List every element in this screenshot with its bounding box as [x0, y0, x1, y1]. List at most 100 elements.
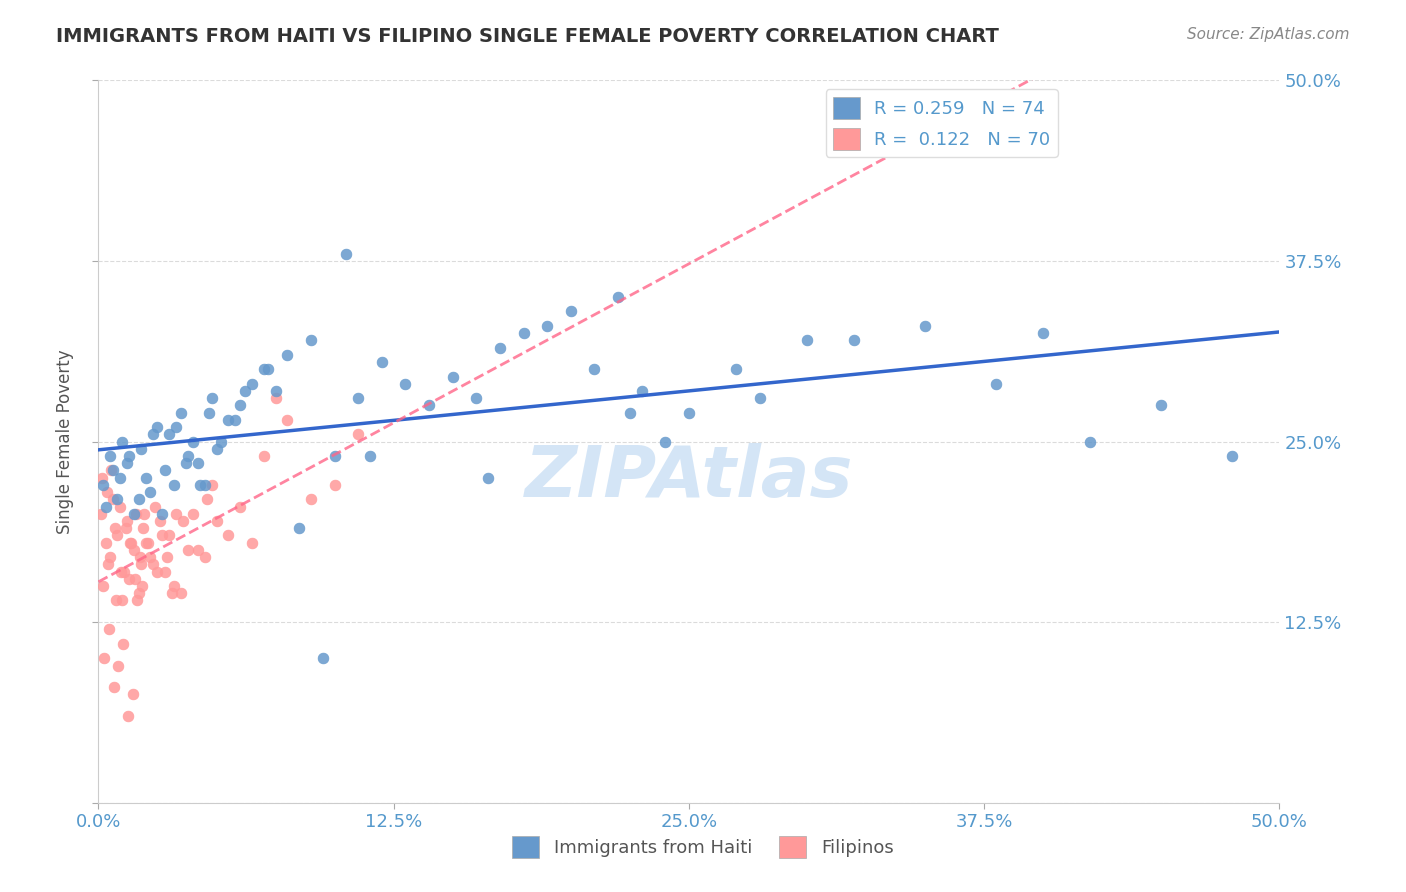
Point [276, 348, 298, 362]
Point [139, 550, 162, 565]
Point [128, 492, 150, 507]
Point [163, 579, 186, 593]
Point [146, 420, 169, 434]
Point [142, 427, 165, 442]
Point [217, 528, 239, 542]
Point [229, 500, 252, 514]
Point [678, 406, 700, 420]
Point [299, 334, 322, 348]
Point [117, 709, 139, 723]
Point [371, 355, 394, 369]
Point [170, 406, 193, 420]
Point [104, 521, 127, 535]
Point [156, 550, 179, 565]
Point [136, 535, 159, 549]
Point [90, 507, 112, 521]
Point [150, 528, 173, 542]
Point [465, 391, 488, 405]
Point [139, 485, 162, 500]
Point [129, 558, 152, 572]
Point [240, 535, 263, 549]
Point [131, 579, 153, 593]
Point [127, 593, 149, 607]
Point [489, 341, 512, 355]
Point [748, 391, 770, 405]
Point [118, 449, 141, 463]
Point [165, 420, 187, 434]
Point [174, 456, 197, 470]
Point [105, 593, 128, 607]
Point [181, 507, 204, 521]
Point [128, 586, 150, 600]
Point [1032, 326, 1054, 341]
Point [276, 413, 298, 427]
Point [112, 637, 135, 651]
Point [264, 391, 287, 405]
Point [124, 572, 146, 586]
Point [105, 492, 128, 507]
Point [160, 586, 183, 600]
Point [100, 463, 122, 477]
Point [121, 535, 143, 549]
Point [229, 398, 252, 412]
Point [91, 478, 114, 492]
Point [112, 565, 135, 579]
Point [177, 542, 200, 557]
Point [157, 528, 180, 542]
Point [125, 507, 148, 521]
Point [264, 384, 287, 398]
Point [146, 565, 169, 579]
Point [96, 485, 118, 500]
Point [93, 651, 115, 665]
Point [224, 413, 246, 427]
Point [165, 507, 187, 521]
Point [163, 478, 186, 492]
Point [111, 434, 134, 449]
Legend: R = 0.259   N = 74, R =  0.122   N = 70: R = 0.259 N = 74, R = 0.122 N = 70 [825, 89, 1057, 157]
Point [107, 658, 129, 673]
Point [129, 442, 152, 456]
Point [121, 687, 143, 701]
Point [98, 449, 121, 463]
Point [128, 550, 150, 565]
Point [122, 507, 145, 521]
Point [347, 391, 370, 405]
Point [153, 463, 176, 477]
Point [217, 413, 239, 427]
Point [115, 456, 138, 470]
Point [201, 478, 224, 492]
Point [103, 680, 125, 694]
Point [347, 427, 370, 442]
Point [94, 535, 117, 549]
Point [120, 535, 142, 549]
Point [91, 471, 114, 485]
Point [560, 304, 582, 318]
Point [101, 492, 124, 507]
Point [394, 376, 416, 391]
Point [142, 558, 165, 572]
Point [91, 579, 114, 593]
Point [607, 290, 630, 304]
Point [153, 565, 176, 579]
Point [108, 500, 131, 514]
Point [98, 623, 121, 637]
Point [134, 507, 156, 521]
Point [150, 507, 173, 521]
Text: IMMIGRANTS FROM HAITI VS FILIPINO SINGLE FEMALE POVERTY CORRELATION CHART: IMMIGRANTS FROM HAITI VS FILIPINO SINGLE… [56, 27, 1000, 45]
Y-axis label: Single Female Poverty: Single Female Poverty [56, 350, 75, 533]
Point [122, 542, 145, 557]
Point [108, 471, 131, 485]
Point [115, 514, 138, 528]
Point [441, 369, 464, 384]
Point [512, 326, 534, 341]
Point [135, 535, 157, 549]
Point [359, 449, 381, 463]
Point [110, 565, 132, 579]
Point [477, 471, 499, 485]
Point [187, 542, 209, 557]
Point [198, 406, 221, 420]
Point [418, 398, 440, 412]
Point [209, 434, 232, 449]
Point [181, 434, 204, 449]
Point [111, 593, 134, 607]
